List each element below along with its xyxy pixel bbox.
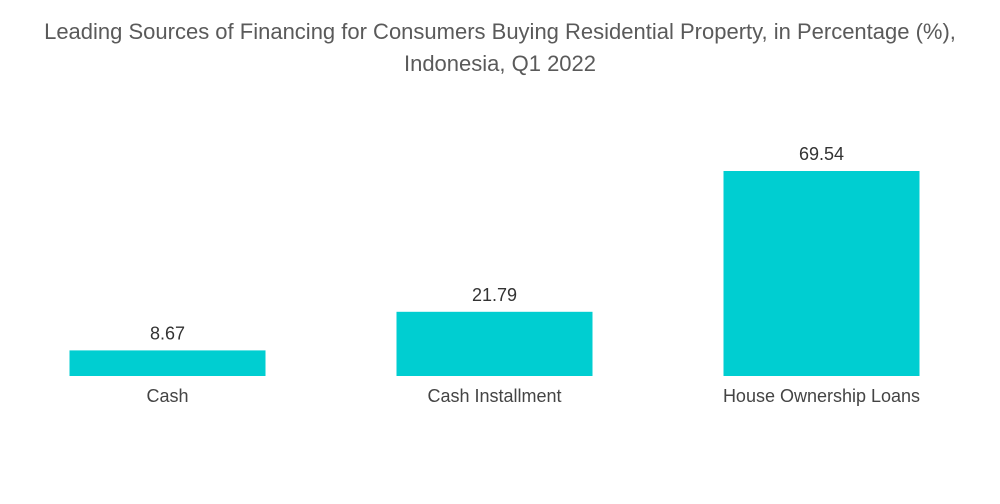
category-labels-group: Cash Cash Installment House Ownership Loan… [146, 386, 920, 406]
value-label: 69.54 [799, 144, 844, 164]
category-label: Cash [146, 386, 188, 406]
chart-title: Leading Sources of Financing for Consume… [44, 19, 956, 76]
bars-group [69, 171, 920, 376]
value-label: 8.67 [150, 323, 185, 343]
bar-house-ownership-loans [723, 171, 920, 376]
bar-cash [69, 350, 266, 376]
category-label: House Ownership Loans [723, 386, 920, 406]
category-label: Cash Installment [427, 386, 561, 406]
value-labels-group: 8.67 21.79 69.54 [150, 144, 844, 343]
value-label: 21.79 [472, 285, 517, 305]
bar-cash-installment [396, 311, 593, 376]
